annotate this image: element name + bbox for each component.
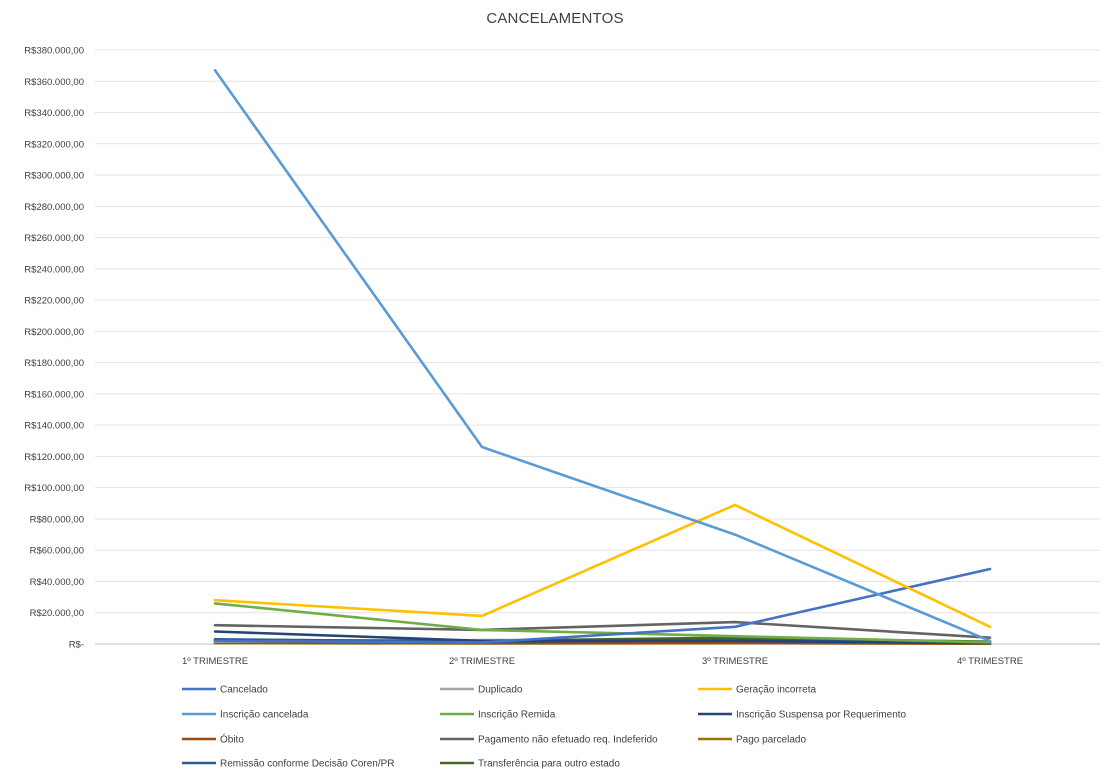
y-tick-label: R$340.000,00 bbox=[24, 108, 84, 119]
y-tick-label: R$160.000,00 bbox=[24, 389, 84, 400]
x-tick-label: 3º TRIMESTRE bbox=[702, 656, 768, 667]
y-tick-label: R$380.000,00 bbox=[24, 46, 84, 57]
x-axis-ticks: 1º TRIMESTRE 2º TRIMESTRE 3º TRIMESTRE 4º T… bbox=[182, 656, 1023, 667]
y-tick-label: R$60.000,00 bbox=[30, 546, 84, 557]
y-tick-label: R$140.000,00 bbox=[24, 421, 84, 432]
y-tick-label: R$20.000,00 bbox=[30, 608, 84, 619]
legend-label: Pago parcelado bbox=[736, 735, 806, 746]
series-lines bbox=[213, 69, 992, 646]
y-tick-label: R$220.000,00 bbox=[24, 296, 84, 307]
legend-label: Geração incorreta bbox=[736, 685, 816, 696]
x-tick-label: 2º TRIMESTRE bbox=[449, 656, 515, 667]
legend-label: Remissão conforme Decisão Coren/PR bbox=[220, 759, 395, 769]
y-tick-label: R$200.000,00 bbox=[24, 327, 84, 338]
legend-label: Inscrição Remida bbox=[478, 710, 556, 721]
legend: Cancelado Duplicado Geração incorreta Inscr… bbox=[182, 685, 907, 769]
chart-title: CANCELAMENTOS bbox=[486, 10, 624, 27]
legend-label: Cancelado bbox=[220, 685, 268, 696]
legend-label: Inscrição cancelada bbox=[220, 710, 309, 721]
y-tick-label: R$100.000,00 bbox=[24, 483, 84, 494]
series-line-5 bbox=[213, 630, 992, 645]
y-tick-label: R$260.000,00 bbox=[24, 233, 84, 244]
y-tick-label: R$40.000,00 bbox=[30, 577, 84, 588]
legend-label: Inscrição Suspensa por Requerimento bbox=[736, 710, 907, 721]
legend-label: Óbito bbox=[220, 733, 244, 746]
y-tick-label: R$120.000,00 bbox=[24, 452, 84, 463]
y-tick-label: R$240.000,00 bbox=[24, 264, 84, 275]
series-line-4 bbox=[213, 602, 992, 644]
y-tick-label: R$80.000,00 bbox=[30, 514, 84, 525]
legend-label: Pagamento não efetuado req. Indeferido bbox=[478, 735, 658, 746]
legend-label: Duplicado bbox=[478, 685, 523, 696]
series-line-2 bbox=[213, 503, 992, 629]
y-tick-label: R$180.000,00 bbox=[24, 358, 84, 369]
y-tick-label: R$300.000,00 bbox=[24, 171, 84, 182]
x-tick-label: 4º TRIMESTRE bbox=[957, 656, 1023, 667]
legend-label: Transferência para outro estado bbox=[478, 759, 620, 769]
series-line-7 bbox=[213, 620, 992, 640]
y-tick-label: R$- bbox=[69, 640, 84, 651]
series-line-3 bbox=[213, 69, 992, 643]
series-line-0 bbox=[213, 567, 992, 644]
y-axis-ticks: R$- R$20.000,00 R$40.000,00 R$60.000,00 R$80… bbox=[24, 46, 84, 651]
y-tick-label: R$360.000,00 bbox=[24, 77, 84, 88]
y-tick-label: R$320.000,00 bbox=[24, 139, 84, 150]
y-tick-label: R$280.000,00 bbox=[24, 202, 84, 213]
gridlines bbox=[95, 49, 1100, 645]
x-tick-label: 1º TRIMESTRE bbox=[182, 656, 248, 667]
